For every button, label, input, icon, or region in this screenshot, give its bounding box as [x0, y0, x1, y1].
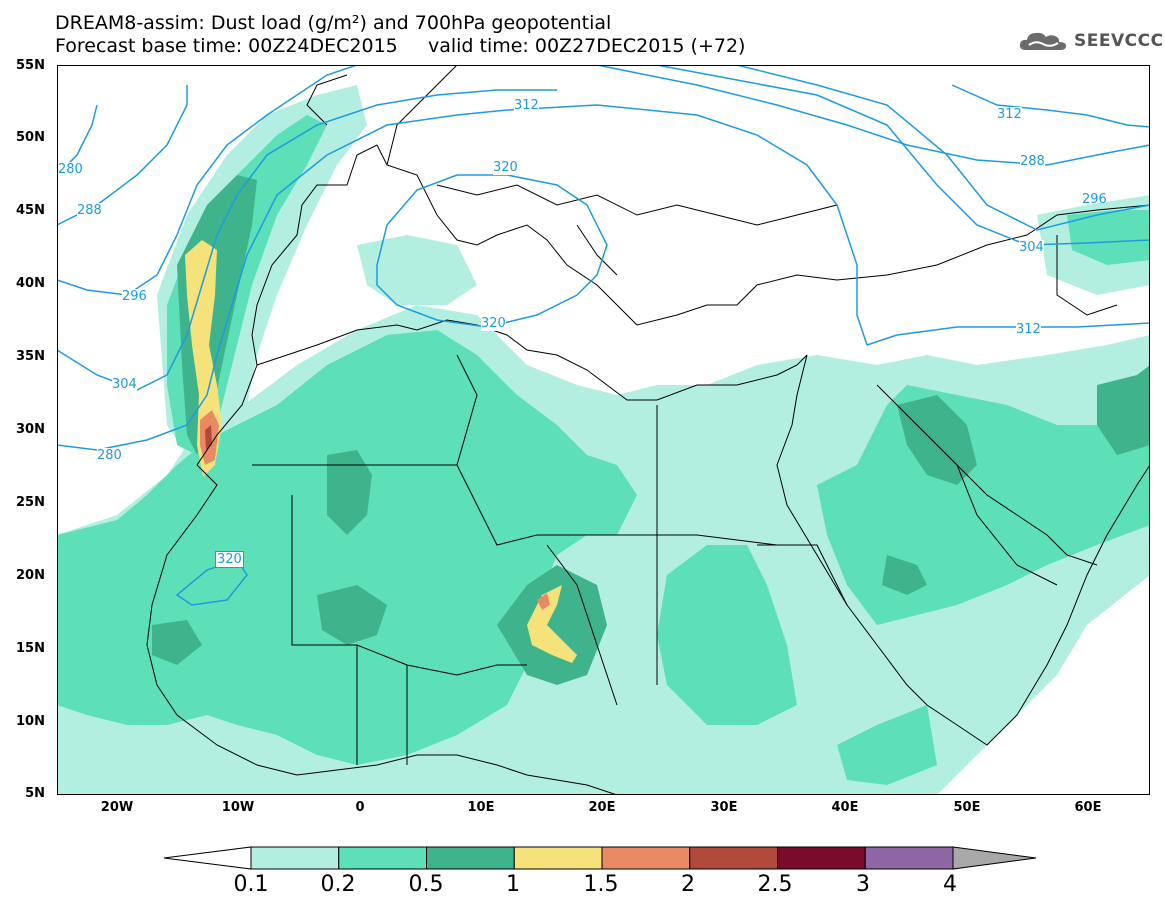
contour-label: 312 — [997, 107, 1022, 122]
contour-label: 280 — [58, 162, 83, 177]
lat-label: 35N — [16, 349, 45, 364]
contour-label: 280 — [97, 448, 122, 463]
contour-label: 296 — [1082, 192, 1107, 207]
contour-label: 320 — [215, 551, 244, 568]
colorbar-label: 3 — [856, 872, 870, 897]
colorbar-label: 4 — [943, 872, 957, 897]
contour-label: 288 — [77, 203, 102, 218]
contour-label: 304 — [112, 377, 137, 392]
lat-label: 55N — [16, 58, 45, 73]
colorbar-box — [777, 846, 866, 870]
colorbar-label: 0.1 — [233, 872, 269, 897]
cloud-icon — [1019, 32, 1066, 50]
lon-label: 60E — [1074, 800, 1102, 815]
plot-frame — [57, 65, 1150, 795]
lat-label: 45N — [16, 203, 45, 218]
colorbar-label: 0.5 — [408, 872, 444, 897]
lat-label: 10N — [16, 714, 45, 729]
contour-label: 320 — [481, 316, 506, 331]
colorbar-label: 2.5 — [757, 872, 793, 897]
lat-label: 50N — [16, 130, 45, 145]
colorbar-box — [601, 846, 691, 870]
lon-label: 20E — [588, 800, 616, 815]
lat-label: 15N — [16, 641, 45, 656]
geopotential-contours — [57, 65, 1150, 606]
contour-label: 288 — [1020, 154, 1045, 169]
colorbar-box — [513, 846, 603, 870]
logo-text: SEEVCCC — [1074, 31, 1164, 51]
colorbar-label: 1.5 — [583, 872, 619, 897]
map-plot — [57, 65, 1150, 795]
map-title: DREAM8-assim: Dust load (g/m²) and 700hP… — [55, 12, 612, 34]
contour-label: 312 — [514, 98, 539, 113]
lat-label: 20N — [16, 568, 45, 583]
lon-label: 40E — [831, 800, 859, 815]
contour-label: 296 — [122, 289, 147, 304]
lat-label: 25N — [16, 495, 45, 510]
lon-label: 50E — [953, 800, 981, 815]
colorbar-label: 0.2 — [320, 872, 356, 897]
colorbar-label: 2 — [681, 872, 695, 897]
map-subtitle: Forecast base time: 00Z24DEC2015 valid t… — [55, 35, 746, 57]
colorbar-box — [250, 846, 340, 870]
lat-label: 30N — [16, 422, 45, 437]
contour-label: 304 — [1019, 240, 1044, 255]
logo: SEEVCCC — [1018, 28, 1164, 54]
colorbar-over-triangle — [952, 846, 1037, 870]
colorbar-box — [689, 846, 778, 870]
colorbar-box — [426, 846, 515, 870]
contour-label: 320 — [493, 160, 518, 175]
coastlines-borders — [146, 65, 1150, 795]
lon-label: 0 — [355, 800, 365, 815]
colorbar-box — [864, 846, 954, 870]
colorbar-label: 1 — [506, 872, 520, 897]
colorbar — [163, 846, 1037, 870]
contour-label: 312 — [1016, 322, 1041, 337]
dust-shading-2 — [205, 425, 212, 450]
colorbar-box — [338, 846, 427, 870]
lon-label: 10W — [221, 800, 255, 815]
lat-label: 5N — [25, 786, 45, 801]
lat-label: 40N — [16, 276, 45, 291]
lon-label: 10E — [467, 800, 495, 815]
colorbar-under-triangle — [163, 846, 252, 870]
lon-label: 30E — [710, 800, 738, 815]
lon-label: 20W — [100, 800, 134, 815]
